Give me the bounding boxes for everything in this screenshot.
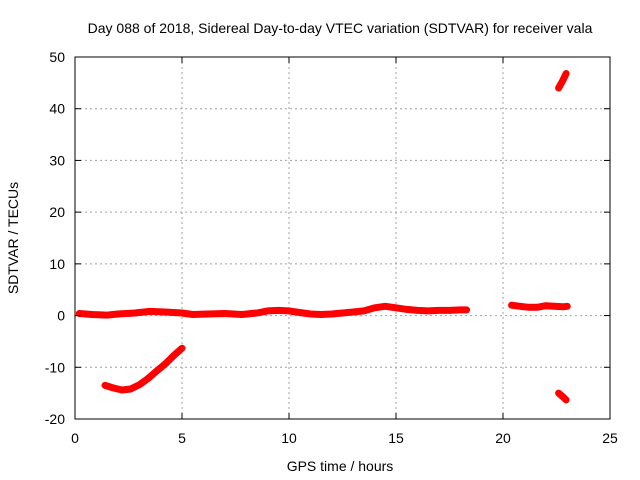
grid	[75, 57, 610, 419]
y-axis-label: SDTVAR / TECUs	[5, 182, 21, 294]
series-segment-low	[555, 389, 570, 404]
x-tick-label: 15	[388, 430, 404, 446]
series-segment-main	[75, 302, 471, 319]
x-axis-label: GPS time / hours	[287, 458, 394, 474]
series-segment-dip	[101, 344, 186, 394]
series-segment-high	[555, 70, 570, 92]
y-tick-label: -10	[45, 359, 65, 375]
chart-title: Day 088 of 2018, Sidereal Day-to-day VTE…	[88, 20, 593, 36]
x-tick-label: 20	[495, 430, 511, 446]
x-tick-label: 5	[178, 430, 186, 446]
y-tick-label: 30	[49, 152, 65, 168]
y-tick-label: 20	[49, 204, 65, 220]
y-tick-label: 0	[57, 308, 65, 324]
axis-ticks	[74, 56, 611, 420]
y-tick-label: 40	[49, 101, 65, 117]
tick-labels: 0 5 10 15 20 25 -20 -10 0 10 20 30 40 50	[45, 49, 618, 446]
plot-frame	[74, 56, 611, 420]
series-segment-late	[508, 301, 571, 311]
y-tick-label: 50	[49, 49, 65, 65]
x-tick-label: 10	[281, 430, 297, 446]
y-tick-label: 10	[49, 256, 65, 272]
x-tick-label: 0	[71, 430, 79, 446]
x-tick-label: 25	[602, 430, 618, 446]
series-layer	[75, 70, 571, 404]
y-tick-label: -20	[45, 411, 65, 427]
